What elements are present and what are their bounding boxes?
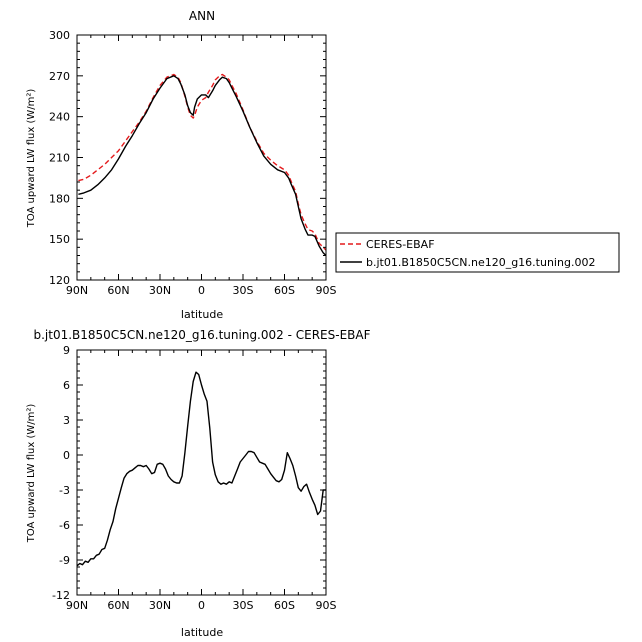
top-series-line-b-jt01-b1850c5cn-ne120-g16-tuning-002 xyxy=(78,75,327,257)
bottom-x-axis-label: latitude xyxy=(181,626,223,639)
legend-box xyxy=(335,232,620,273)
bottom-y-tick-label: -3 xyxy=(59,484,70,497)
top-y-axis-label: TOA upward LW flux (W/m²) xyxy=(26,89,37,229)
chart-top: ANN TOA upward LW flux (W/m²) latitude 9… xyxy=(26,9,620,321)
bottom-x-tick-label: 60N xyxy=(107,599,129,612)
bottom-series-line-difference xyxy=(76,371,326,567)
bottom-y-tick-label: -9 xyxy=(59,554,70,567)
bottom-y-tick-label: -12 xyxy=(52,589,70,602)
top-x-tick-label: 60S xyxy=(274,284,295,297)
top-y-tick-label: 120 xyxy=(49,274,70,287)
top-y-tick-label: 150 xyxy=(49,233,70,246)
top-x-tick-label: 90S xyxy=(316,284,337,297)
top-x-axis-label: latitude xyxy=(181,308,223,321)
bottom-x-tick-label: 30S xyxy=(233,599,254,612)
bottom-x-tick-label: 90S xyxy=(316,599,337,612)
bottom-y-tick-label: 3 xyxy=(63,414,70,427)
bottom-x-tick-label: 30N xyxy=(149,599,171,612)
legend-label-ceres: CERES-EBAF xyxy=(366,238,435,251)
bottom-y-tick-label: -6 xyxy=(59,519,70,532)
bottom-x-tick-label: 90N xyxy=(66,599,88,612)
top-y-tick-label: 270 xyxy=(49,70,70,83)
top-y-tick-label: 240 xyxy=(49,111,70,124)
bottom-plot-area: 90N 60N 30N 0 30S 60S 90S -12 -9 -6 -3 0 3 6 9 xyxy=(52,344,336,612)
legend: CERES-EBAF b.jt01.B1850C5CN.ne120_g16.tu… xyxy=(335,232,620,273)
bottom-y-tick-label: 9 xyxy=(63,344,70,357)
top-x-tick-label: 60N xyxy=(107,284,129,297)
chart-bottom: b.jt01.B1850C5CN.ne120_g16.tuning.002 - … xyxy=(26,328,371,639)
bottom-y-tick-label: 6 xyxy=(63,379,70,392)
top-y-tick-label: 300 xyxy=(49,29,70,42)
top-y-tick-label: 180 xyxy=(49,192,70,205)
top-x-tick-label: 90N xyxy=(66,284,88,297)
top-x-tick-label: 0 xyxy=(198,284,205,297)
bottom-y-tick-label: 0 xyxy=(63,449,70,462)
top-plot-frame xyxy=(76,34,327,281)
bottom-chart-title: b.jt01.B1850C5CN.ne120_g16.tuning.002 - … xyxy=(33,328,370,342)
legend-label-model: b.jt01.B1850C5CN.ne120_g16.tuning.002 xyxy=(366,256,595,269)
top-chart-title: ANN xyxy=(189,9,215,23)
top-x-tick-label: 30N xyxy=(149,284,171,297)
bottom-x-tick-label: 0 xyxy=(198,599,205,612)
bottom-y-axis-label: TOA upward LW flux (W/m²) xyxy=(26,404,37,544)
top-y-tick-label: 210 xyxy=(49,152,70,165)
top-plot-area: 90N 60N 30N 0 30S 60S 90S 120 150 180 210 240 270 300 xyxy=(49,29,337,297)
bottom-x-tick-label: 60S xyxy=(274,599,295,612)
top-x-tick-label: 30S xyxy=(233,284,254,297)
